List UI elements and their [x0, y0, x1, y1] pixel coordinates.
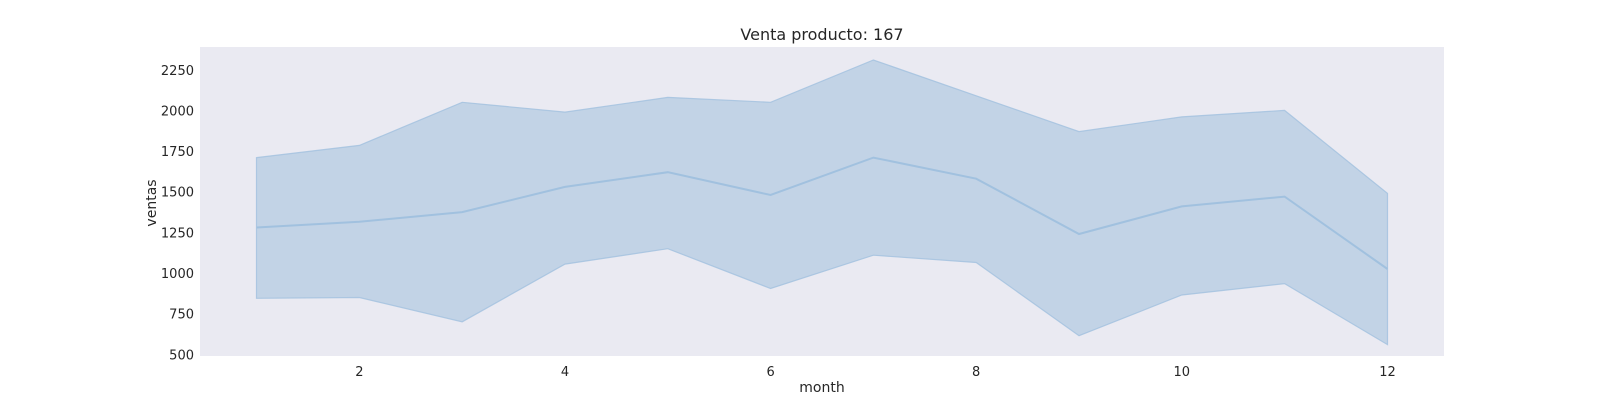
chart-title: Venta producto: 167: [740, 25, 903, 44]
x-tick-label: 12: [1379, 365, 1396, 380]
x-tick-label: 8: [972, 365, 980, 380]
y-tick-label: 750: [169, 308, 194, 323]
y-tick-label: 1750: [161, 145, 194, 160]
x-tick-label: 2: [355, 365, 363, 380]
x-ticks: 2 4 6 8 10 12: [355, 365, 1396, 380]
y-axis-label: ventas: [144, 179, 160, 226]
mean-line: [256, 156, 1389, 270]
y-tick-label: 500: [169, 348, 194, 363]
y-tick-label: 1250: [161, 226, 194, 241]
y-tick-label: 2000: [161, 104, 194, 119]
y-tick-label: 1500: [161, 186, 194, 201]
y-tick-label: 2250: [161, 64, 194, 79]
confidence-band: [255, 59, 1389, 346]
y-tick-label: 1000: [161, 267, 194, 282]
x-axis-label: month: [799, 380, 844, 396]
x-tick-label: 4: [561, 365, 569, 380]
x-tick-label: 6: [766, 365, 774, 380]
x-tick-label: 10: [1174, 365, 1191, 380]
y-ticks: 500 750 1000 1250 1500 1750 2000 2250: [161, 64, 194, 364]
